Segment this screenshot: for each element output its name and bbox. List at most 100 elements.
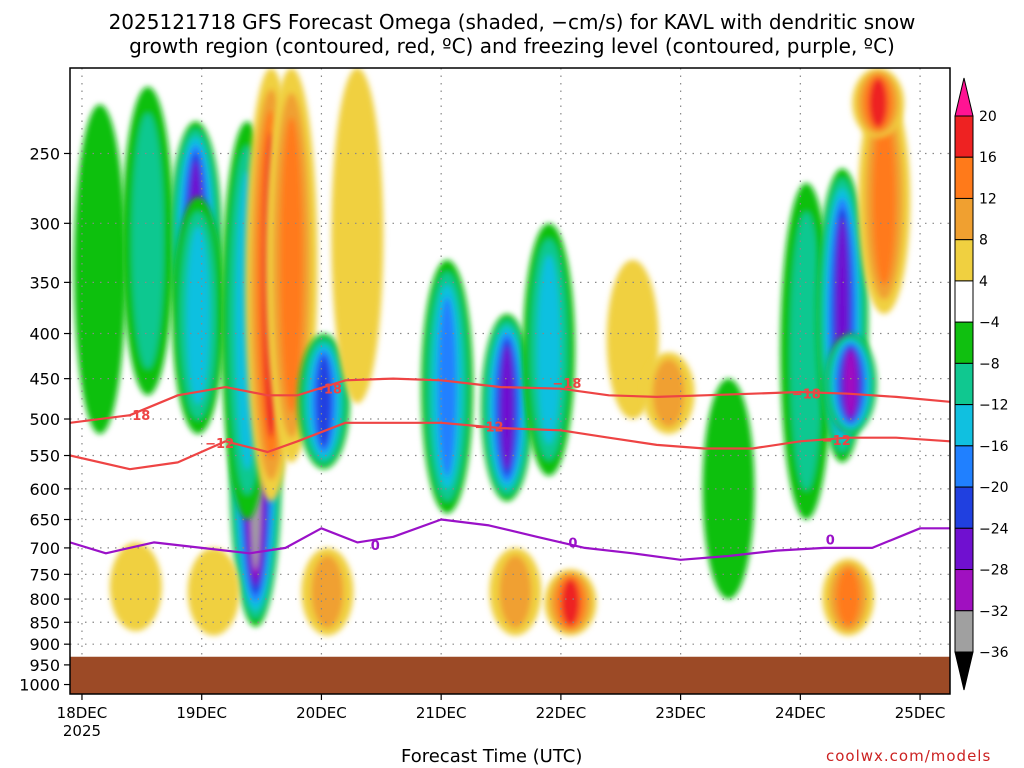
omega-feature [544, 569, 596, 635]
contour-label: −12 [205, 437, 234, 452]
omega-cell [561, 579, 579, 626]
y-tick-label: 600 [29, 480, 60, 499]
x-tick-label: 25DEC [895, 704, 946, 722]
omega-cell [653, 359, 685, 427]
x-year-label: 2025 [63, 722, 101, 740]
omega-feature [172, 197, 224, 434]
y-tick-label: 1000 [19, 676, 60, 695]
omega-feature [489, 548, 541, 636]
y-tick-label: 650 [29, 511, 60, 530]
contour-label: 0 [826, 534, 835, 549]
y-tick-label: 300 [29, 214, 60, 233]
omega-cell [837, 568, 860, 626]
y-tick-label: 400 [29, 325, 60, 344]
omega-feature [74, 105, 126, 435]
colorbar: 20 16 12 8 4 −4 −8 −12 −16 −20 −24 −28 −32 −36 [955, 78, 1009, 690]
colorbar-label: 4 [979, 274, 988, 290]
omega-cell [501, 346, 514, 470]
y-tick-label: 550 [29, 447, 60, 466]
omega-cell [74, 105, 126, 435]
omega-feature [523, 223, 575, 476]
y-tick-label: 750 [29, 565, 60, 584]
x-tick-label: 18DEC [57, 704, 108, 722]
colorbar-bin [955, 446, 973, 487]
omega-cell [132, 113, 164, 368]
omega-feature [643, 352, 695, 434]
y-tick-label: 350 [29, 273, 60, 292]
colorbar-bin [955, 281, 973, 322]
colorbar-label: −32 [979, 604, 1009, 620]
omega-cell [110, 542, 162, 631]
omega-cell [845, 351, 856, 416]
omega-cell [187, 227, 210, 405]
colorbar-bin [955, 528, 973, 569]
colorbar-label: −8 [979, 356, 1000, 372]
y-tick-label: 950 [29, 656, 60, 675]
colorbar-label: 12 [979, 191, 997, 207]
x-tick-label: 23DEC [655, 704, 706, 722]
omega-cell [873, 115, 896, 285]
contour-label: −18 [121, 409, 150, 424]
contour-label: −12 [475, 421, 504, 436]
y-tick-label: 700 [29, 539, 60, 558]
omega-cell [537, 255, 560, 444]
y-tick-label: 450 [29, 370, 60, 389]
colorbar-label: −20 [979, 480, 1009, 496]
omega-cell [280, 117, 303, 413]
colorbar-label: −28 [979, 563, 1009, 579]
omega-feature [122, 87, 174, 396]
x-tick-label: 20DEC [296, 704, 347, 722]
colorbar-bin [955, 363, 973, 404]
contour-label: −18 [792, 388, 821, 403]
contour-label: 0 [568, 536, 577, 551]
colorbar-bin [955, 322, 973, 363]
y-tick-label: 900 [29, 635, 60, 654]
colorbar-label: −16 [979, 439, 1009, 455]
colorbar-bin [955, 240, 973, 281]
omega-feature [822, 559, 874, 636]
contour-label: −12 [822, 434, 851, 449]
contour-label: −18 [313, 383, 342, 398]
y-tick-label: 800 [29, 590, 60, 609]
x-tick-label: 21DEC [416, 704, 467, 722]
colorbar-bottom-triangle [955, 652, 973, 690]
colorbar-label: −4 [979, 315, 1000, 331]
colorbar-label: −24 [979, 521, 1009, 537]
colorbar-bin [955, 611, 973, 652]
colorbar-bin [955, 116, 973, 157]
colorbar-label: −36 [979, 645, 1009, 661]
omega-feature [421, 260, 473, 514]
colorbar-bin [955, 487, 973, 528]
contour-label: −18 [552, 377, 581, 392]
colorbar-bin [955, 570, 973, 611]
colorbar-label: 20 [979, 109, 997, 125]
omega-cell [499, 555, 531, 627]
omega-cell [869, 78, 887, 127]
colorbar-label: −12 [979, 398, 1009, 414]
omega-feature [852, 68, 904, 138]
x-tick-label: 22DEC [536, 704, 587, 722]
site-credit[interactable]: coolwx.com/models [826, 747, 991, 765]
y-axis: 250 300 350 400 450 500 550 600 650 700 750 800 850 9… [19, 144, 70, 694]
omega-cell [311, 555, 343, 627]
omega-feature [301, 548, 353, 636]
x-tick-label: 19DEC [176, 704, 227, 722]
colorbar-label: 8 [979, 233, 988, 249]
omega-chart: −18 −12 −18 −12 −18 −18 −12 0 0 0 250 300 350 400 450… [0, 0, 1024, 768]
x-tick-label: 24DEC [775, 704, 826, 722]
contour-label: 0 [371, 539, 380, 554]
omega-feature [703, 379, 755, 599]
omega-cell [703, 379, 755, 599]
colorbar-bin [955, 157, 973, 198]
omega-feature [331, 68, 383, 403]
y-tick-label: 250 [29, 144, 60, 163]
y-tick-label: 850 [29, 613, 60, 632]
colorbar-bin [955, 405, 973, 446]
colorbar-label: 16 [979, 150, 997, 166]
x-axis: 18DEC 19DEC 20DEC 21DEC 22DEC 23DEC 24DEC 25DEC… [57, 694, 946, 740]
x-axis-title: Forecast Time (UTC) [401, 746, 582, 767]
colorbar-top-triangle [955, 78, 973, 116]
colorbar-bin [955, 198, 973, 239]
omega-feature [110, 542, 162, 631]
omega-cell [331, 68, 383, 403]
